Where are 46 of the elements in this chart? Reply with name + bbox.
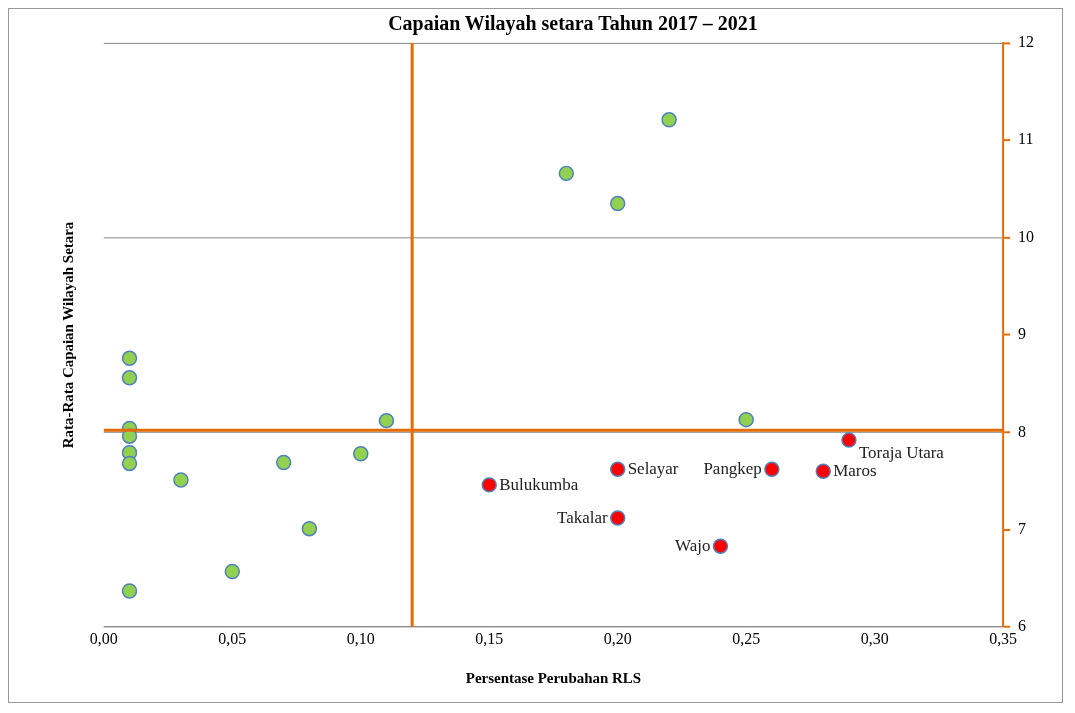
y-tick-label: 12 [1018, 33, 1035, 51]
point [378, 412, 395, 429]
point [738, 411, 754, 428]
x-tick-label: 0,15 [475, 629, 504, 647]
x-axis-title: Persentase Perubahan RLS [465, 669, 642, 686]
annotation: Bulukumba [499, 474, 579, 494]
point [764, 461, 780, 478]
point [712, 538, 729, 554]
point [558, 165, 575, 182]
point [301, 520, 318, 537]
point [121, 350, 138, 367]
x-tick-label: 0,00 [89, 629, 118, 647]
point [815, 463, 831, 479]
annotation: Wajo [675, 536, 711, 556]
point [841, 432, 857, 448]
y-tick-label: 11 [1018, 130, 1034, 148]
point [275, 454, 292, 471]
point [609, 461, 626, 478]
x-tick-label: 0,30 [860, 629, 889, 647]
y-tick-label: 10 [1018, 227, 1035, 245]
annotation: Maros [833, 461, 877, 481]
annotation: Takalar [557, 507, 609, 527]
point [353, 446, 369, 462]
x-tick-label: 0,25 [732, 629, 761, 647]
y-tick-label: 7 [1018, 519, 1027, 537]
point [609, 195, 626, 212]
x-tick-label: 0,20 [603, 629, 632, 647]
point [121, 583, 138, 599]
y-axis-title: Rata-Rata Capaian Wilayah Setara [59, 221, 76, 449]
point [609, 510, 626, 526]
x-tick-label: 0,05 [218, 629, 247, 647]
annotation: Selayar [627, 459, 679, 479]
point [481, 477, 497, 493]
y-tick-label: 9 [1018, 325, 1027, 343]
y-tick-label: 6 [1018, 617, 1027, 635]
point [661, 112, 677, 128]
chart-title: Capaian Wilayah setara Tahun 2017 – 2021 [388, 12, 758, 36]
point [121, 370, 138, 386]
point [173, 472, 189, 488]
annotation: Pangkep [703, 459, 762, 479]
x-tick-label: 0,10 [346, 629, 375, 647]
y-tick-label: 8 [1018, 422, 1027, 440]
annotation: Toraja Utara [858, 443, 945, 463]
point [224, 563, 241, 580]
point [121, 455, 138, 472]
x-tick-label: 0,35 [989, 629, 1018, 647]
